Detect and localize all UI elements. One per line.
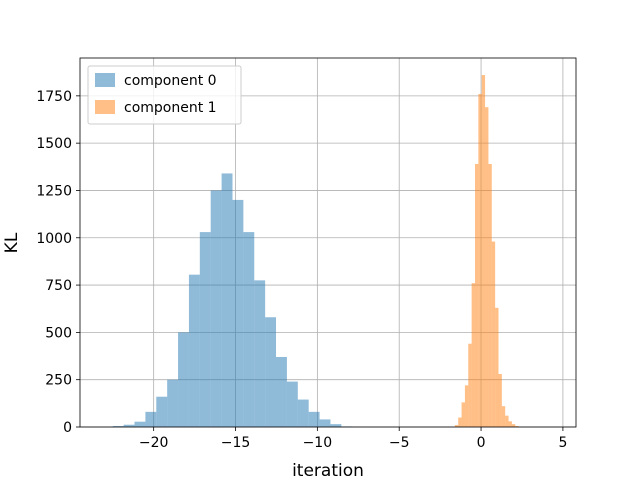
histogram-bar	[308, 411, 320, 427]
legend-box	[87, 65, 242, 125]
x-tick-label: −15	[221, 435, 251, 451]
histogram-bar	[210, 190, 222, 427]
series-component-0	[112, 173, 364, 427]
histogram-bar	[505, 415, 509, 427]
histogram-bar	[286, 381, 298, 427]
histogram-bar	[167, 379, 179, 427]
y-tick-label: 250	[45, 373, 72, 389]
x-tick-label: 5	[558, 435, 567, 451]
histogram-bar	[297, 399, 309, 427]
y-tick-label: 1000	[36, 231, 72, 247]
histogram-bar	[498, 374, 502, 427]
histogram-bar	[243, 232, 255, 427]
histogram-bar	[461, 402, 465, 427]
histogram-bar	[265, 317, 277, 427]
histogram-bar	[156, 396, 168, 427]
histogram-bar	[319, 419, 331, 427]
legend-label-component-0: component 0	[124, 73, 217, 89]
histogram-bar	[276, 356, 287, 427]
histogram-bar	[221, 173, 233, 427]
legend-swatch-component-0	[95, 73, 115, 87]
histogram-bar	[112, 426, 124, 427]
x-tick-label: −10	[303, 435, 333, 451]
y-tick-label: 500	[45, 325, 72, 341]
histogram-bar	[145, 411, 157, 427]
histogram-bar	[458, 417, 462, 427]
histogram-bar	[232, 199, 244, 427]
histogram-bar	[501, 406, 506, 427]
histogram-bar	[474, 163, 479, 427]
histogram-bar	[485, 107, 489, 427]
y-tick-label: 1750	[36, 89, 72, 105]
histogram-bar	[464, 385, 469, 427]
histogram-bar	[488, 163, 492, 427]
y-axis-label: KL	[2, 232, 22, 253]
histogram-bar	[330, 424, 342, 427]
plot-frame	[79, 57, 577, 428]
x-axis-label: iteration	[292, 461, 364, 480]
legend-label-component-1: component 1	[124, 100, 217, 116]
series-component-1	[454, 75, 519, 428]
y-tick-label: 1250	[36, 183, 72, 199]
legend-swatch-component-1	[95, 100, 115, 114]
histogram-bar	[471, 283, 475, 427]
histogram-bar	[468, 343, 472, 427]
y-tick-label: 750	[45, 278, 72, 294]
histogram-bar	[199, 232, 211, 427]
x-tick-label: −5	[389, 435, 410, 451]
histogram-bar	[515, 426, 519, 427]
legend: component 0 component 1	[87, 65, 242, 125]
histogram-bar	[134, 421, 146, 427]
y-tick-label: 0	[63, 420, 72, 436]
histogram-bars	[112, 75, 519, 428]
histogram-bar	[454, 425, 459, 427]
histogram-bar	[254, 280, 266, 427]
x-tick-label: 0	[477, 435, 486, 451]
histogram-bar	[491, 241, 496, 427]
y-tick-label: 1500	[36, 136, 72, 152]
histogram-bar	[508, 421, 512, 427]
histogram-bar	[511, 424, 516, 427]
histogram-bar	[495, 307, 499, 427]
histogram-bar	[478, 93, 482, 427]
histogram-bar	[178, 332, 189, 427]
histogram-bar	[188, 274, 200, 427]
axis-ticks: −20 −15 −10 −5 0 5 0 250 500 750 1000 1250 1500 1750	[36, 89, 567, 451]
histogram-bar	[481, 75, 486, 428]
x-tick-label: −20	[139, 435, 169, 451]
histogram-bar	[123, 424, 135, 427]
